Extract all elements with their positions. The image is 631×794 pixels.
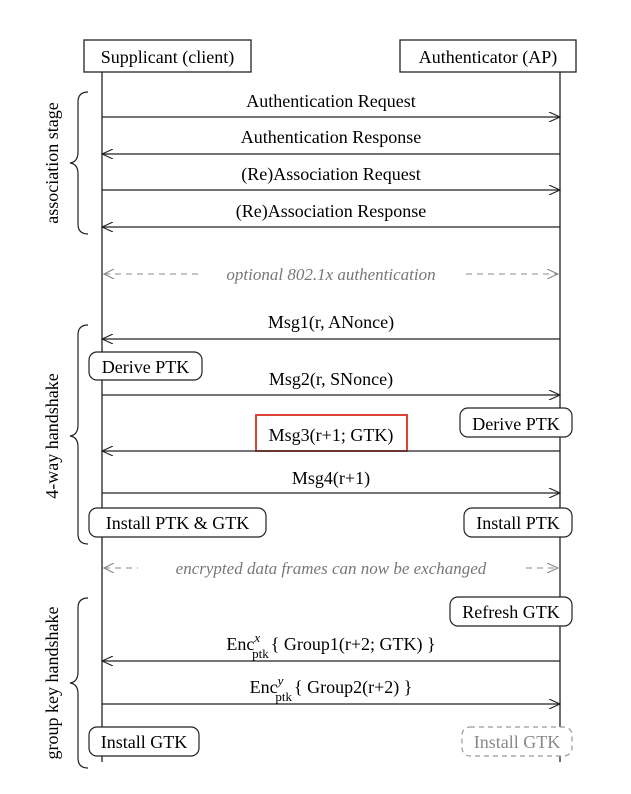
supplicant-header: Supplicant (client) — [83, 39, 252, 73]
svg-text:Derive PTK: Derive PTK — [472, 414, 559, 434]
association-stage-label: association stage — [42, 102, 62, 223]
assoc-response-label: (Re)Association Response — [236, 201, 426, 222]
msg4-label: Msg4(r+1) — [292, 468, 370, 489]
derive-ptk-ap-box: Derive PTK — [459, 407, 573, 438]
optional-auth-label: optional 802.1x authentication — [226, 265, 435, 284]
msg3-label: Msg3(r+1; GTK) — [269, 425, 394, 446]
msg1-label: Msg1(r, ANonce) — [268, 312, 394, 333]
install-gtk-ap-box: Install GTK — [461, 726, 573, 757]
install-gtk-client-box: Install GTK — [88, 726, 200, 757]
group-key-label: group key handshake — [42, 607, 62, 760]
install-ptk-gtk-box: Install PTK & GTK — [88, 507, 267, 538]
auth-response-label: Authentication Response — [241, 127, 421, 147]
authenticator-header: Authenticator (AP) — [399, 39, 577, 73]
svg-text:Install PTK & GTK: Install PTK & GTK — [106, 513, 250, 533]
four-way-label: 4-way handshake — [42, 373, 62, 498]
svg-text:Refresh GTK: Refresh GTK — [462, 602, 559, 622]
encrypted-data-label: encrypted data frames can now be exchang… — [176, 559, 487, 578]
derive-ptk-client-box: Derive PTK — [88, 351, 203, 381]
four-way-brace — [69, 324, 89, 545]
association-stage-brace — [69, 91, 89, 235]
svg-text:Authenticator (AP): Authenticator (AP) — [419, 47, 557, 68]
assoc-request-label: (Re)Association Request — [241, 164, 420, 185]
msg2-label: Msg2(r, SNonce) — [269, 369, 393, 390]
svg-text:Install GTK: Install GTK — [474, 732, 560, 752]
group-key-brace — [69, 597, 89, 769]
install-ptk-box: Install PTK — [463, 507, 573, 538]
svg-text:Derive PTK: Derive PTK — [102, 357, 189, 377]
svg-text:Install PTK: Install PTK — [476, 513, 560, 533]
svg-text:Supplicant (client): Supplicant (client) — [101, 47, 234, 68]
svg-text:Install GTK: Install GTK — [101, 732, 187, 752]
refresh-gtk-box: Refresh GTK — [449, 596, 573, 627]
auth-request-label: Authentication Request — [246, 91, 415, 111]
group2-label: Ency ptk{ Group2(r+2) } — [250, 673, 413, 704]
group1-label: Encx ptk{ Group1(r+2; GTK) } — [226, 630, 435, 661]
